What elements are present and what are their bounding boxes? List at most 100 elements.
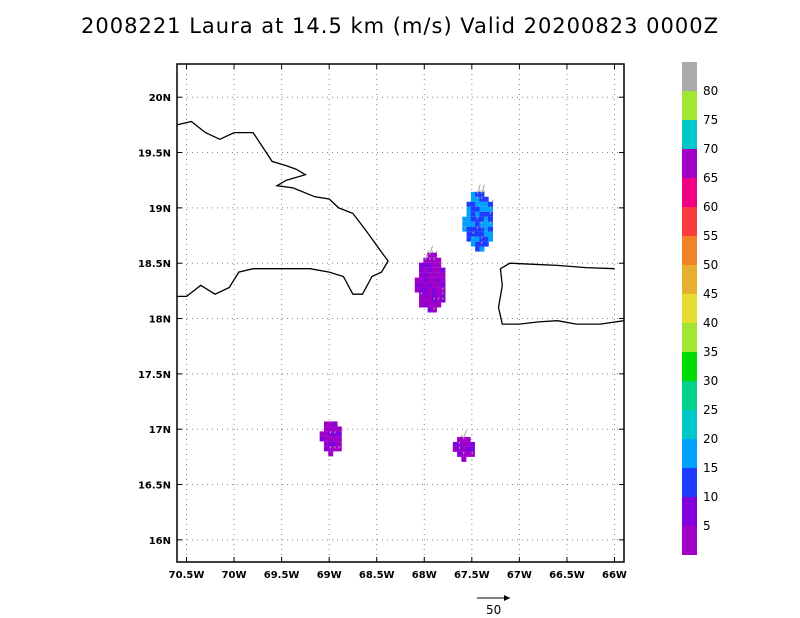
- y-tick-label: 20N: [149, 93, 171, 104]
- colorbar-box: [682, 381, 697, 410]
- wind-cell: [328, 441, 334, 447]
- wind-cell: [475, 201, 481, 207]
- wind-cell: [466, 236, 472, 242]
- wind-cell: [423, 292, 429, 298]
- colorbar-label: 70: [703, 142, 718, 156]
- x-tick-label: 69.5W: [264, 570, 300, 581]
- colorbar-box: [682, 439, 697, 468]
- wind-cell: [427, 252, 433, 258]
- wind-cell: [466, 226, 472, 232]
- wind-cell: [487, 206, 493, 212]
- wind-cell: [483, 231, 489, 237]
- wind-cell: [470, 201, 476, 207]
- wind-cell: [457, 451, 463, 457]
- wind-cell: [328, 421, 334, 427]
- coastline-hispaniola: [176, 120, 389, 298]
- wind-cell: [483, 211, 489, 217]
- wind-cell: [423, 267, 429, 273]
- wind-cell: [427, 272, 433, 278]
- colorbar-label: 50: [703, 258, 718, 272]
- wind-cell: [461, 456, 467, 462]
- colorbar-label: 20: [703, 432, 718, 446]
- wind-cell: [475, 241, 481, 247]
- colorbar-box: [682, 91, 697, 120]
- wind-cell: [469, 451, 475, 457]
- wind-cell: [328, 426, 334, 432]
- wind-cell: [479, 241, 485, 247]
- colorbar-box: [682, 236, 697, 265]
- wind-cell: [475, 226, 481, 232]
- wind-cell: [423, 297, 429, 303]
- wind-cell: [419, 302, 425, 308]
- colorbar-label: 25: [703, 403, 718, 417]
- wind-cell: [452, 441, 458, 447]
- wind-cell: [419, 272, 425, 278]
- wind-cell: [423, 272, 429, 278]
- wind-cell: [483, 206, 489, 212]
- y-tick-labels: 16N 16.5N 17N 17.5N 18N 18.5N 19N 19.5N 20N: [138, 93, 624, 547]
- wind-cell: [323, 436, 329, 442]
- wind-cell: [436, 302, 442, 308]
- colorbar-box: [682, 62, 697, 91]
- wind-cell: [440, 292, 446, 298]
- y-tick-label: 19N: [149, 204, 171, 215]
- wind-cell: [475, 211, 481, 217]
- wind-cell: [336, 446, 342, 452]
- wind-cell: [462, 221, 468, 227]
- wind-cell: [436, 297, 442, 303]
- wind-cell: [487, 221, 493, 227]
- wind-cell: [470, 206, 476, 212]
- wind-cell: [323, 446, 329, 452]
- wind-cell: [479, 231, 485, 237]
- wind-cell: [431, 287, 437, 293]
- reference-vector-label: 50: [486, 603, 501, 617]
- wind-region-northeast-cluster: [462, 184, 494, 252]
- x-tick-label: 68.5W: [359, 570, 395, 581]
- wind-cell: [431, 302, 437, 308]
- wind-cell: [332, 441, 338, 447]
- wind-cell: [462, 226, 468, 232]
- wind-cell: [431, 272, 437, 278]
- wind-cell: [423, 287, 429, 293]
- wind-vector: [476, 184, 481, 194]
- wind-cell: [332, 421, 338, 427]
- x-tick-label: 70W: [222, 570, 247, 581]
- coastline: [176, 120, 625, 325]
- wind-cell: [419, 292, 425, 298]
- wind-cell: [423, 277, 429, 283]
- wind-cell: [466, 201, 472, 207]
- wind-cell: [475, 236, 481, 242]
- wind-cell: [423, 302, 429, 308]
- wind-cell: [461, 436, 467, 442]
- wind-cell: [470, 241, 476, 247]
- wind-cell: [423, 257, 429, 263]
- wind-cell: [465, 446, 471, 452]
- wind-cell: [483, 196, 489, 202]
- wind-cell: [427, 277, 433, 283]
- x-tick-label: 69W: [317, 570, 342, 581]
- colorbar-box: [682, 526, 697, 555]
- wind-cell: [479, 246, 485, 252]
- wind-cell: [419, 262, 425, 268]
- wind-field: [319, 184, 494, 462]
- wind-cell: [465, 451, 471, 457]
- wind-cell: [323, 421, 329, 427]
- wind-cell: [423, 282, 429, 288]
- wind-cell: [479, 196, 485, 202]
- colorbar-label: 65: [703, 171, 718, 185]
- wind-cell: [479, 201, 485, 207]
- colorbar-box: [682, 149, 697, 178]
- colorbar-box: [682, 294, 697, 323]
- wind-cell: [470, 191, 476, 197]
- wind-cell: [436, 267, 442, 273]
- wind-region-central-band: [414, 245, 446, 313]
- wind-cell: [440, 282, 446, 288]
- wind-cell: [427, 307, 433, 313]
- wind-cell: [479, 216, 485, 222]
- wind-cell: [332, 446, 338, 452]
- wind-vector: [424, 250, 429, 260]
- wind-cell: [336, 431, 342, 437]
- wind-cell: [419, 297, 425, 303]
- wind-cell: [457, 436, 463, 442]
